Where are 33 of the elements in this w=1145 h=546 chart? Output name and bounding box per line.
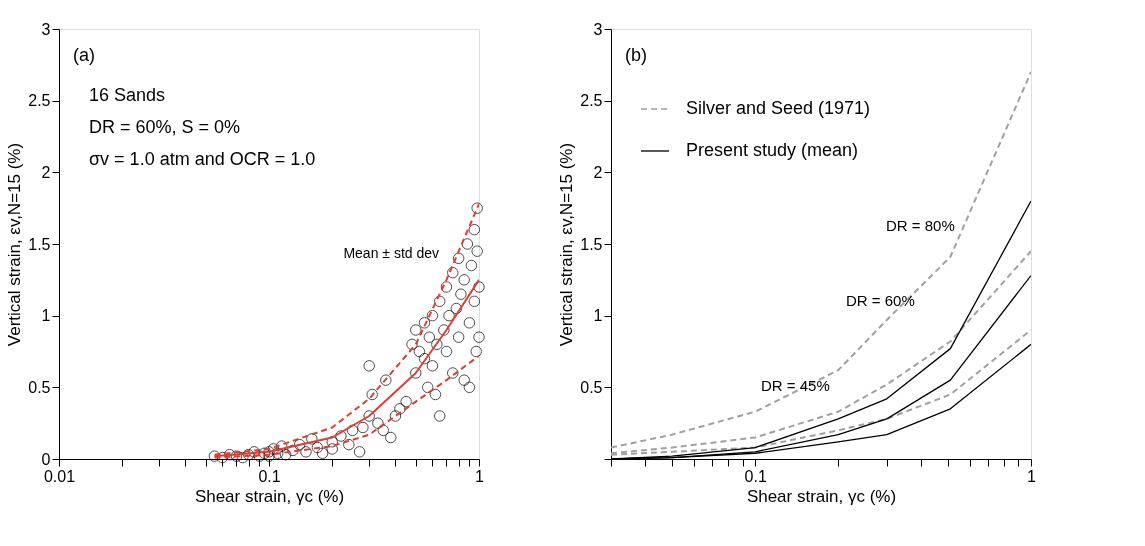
y-tick-label: 3 [593,20,603,38]
y-tick-label: 0.5 [28,378,51,396]
y-tick-label: 2 [41,163,51,181]
y-tick-label: 2.5 [28,92,51,110]
y-tick-label: 1.5 [28,235,51,253]
y-tick-label: 0 [41,450,51,468]
annotation: (b) [625,45,647,65]
y-axis-title: Vertical strain, εv,N=15 (%) [557,142,577,347]
y-axis-title: Vertical strain, εv,N=15 (%) [5,142,25,347]
y-tick-label: 1 [593,307,603,325]
x-axis-title: Shear strain, γc (%) [746,486,897,506]
y-tick-label: 1.5 [580,235,603,253]
y-tick-label: 2 [593,163,603,181]
y-tick-label: 0.5 [580,378,603,396]
annotation: DR = 80% [886,217,955,234]
x-tick-label: 0.1 [744,467,767,485]
annotation: 16 Sands [89,85,166,105]
annotation: DR = 60% [846,292,915,309]
x-tick-label: 1 [1027,467,1037,485]
x-tick-label: 0.01 [43,467,76,485]
x-tick-label: 1 [475,467,485,485]
annotation: σv = 1.0 atm and OCR = 1.0 [89,149,316,169]
annotation: (a) [73,45,95,65]
x-tick-label: 0.1 [258,467,281,485]
annotation: Mean ± std dev [343,244,440,261]
y-tick-label: 2.5 [580,92,603,110]
y-tick-label: 1 [41,307,51,325]
legend-label: Present study (mean) [686,140,859,160]
x-axis-title: Shear strain, γc (%) [194,486,345,506]
y-tick-label: 3 [41,20,51,38]
annotation: DR = 45% [761,377,830,394]
annotation: DR = 60%, S = 0% [89,117,241,137]
legend-label: Silver and Seed (1971) [686,98,871,118]
